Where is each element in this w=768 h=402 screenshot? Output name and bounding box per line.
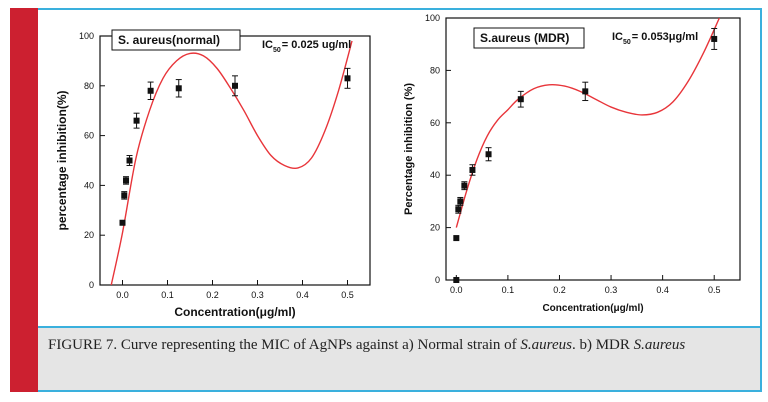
ic50-prefix: IC: [612, 31, 623, 43]
data-point: [469, 164, 476, 176]
x-tick-label: 0.0: [450, 285, 463, 295]
point-marker: [119, 219, 126, 226]
ic50-subscript: 50: [273, 47, 281, 54]
y-tick-label: 40: [84, 180, 94, 190]
ic50-prefix: IC: [262, 39, 273, 51]
y-tick-label: 0: [435, 275, 440, 285]
point-marker: [175, 85, 182, 92]
data-point: [485, 147, 492, 162]
x-tick-label: 0.5: [341, 290, 354, 300]
point-marker: [147, 87, 154, 94]
y-tick-label: 80: [430, 65, 440, 75]
legend-label: S. aureus(normal): [118, 33, 220, 47]
x-tick-label: 0.1: [502, 285, 515, 295]
data-point: [453, 235, 460, 242]
x-tick-label: 0.0: [116, 290, 129, 300]
point-marker: [517, 96, 524, 103]
data-point: [232, 75, 238, 97]
point-marker: [455, 206, 462, 213]
y-axis-label: percentage inhibition(%): [55, 90, 69, 230]
figure-caption: FIGURE 7. Curve representing the MIC of …: [38, 326, 762, 392]
data-point: [711, 27, 718, 50]
data-point: [133, 112, 140, 129]
x-tick-label: 0.1: [161, 290, 174, 300]
point-marker: [133, 117, 140, 124]
y-tick-label: 20: [430, 223, 440, 233]
y-tick-label: 40: [430, 170, 440, 180]
caption-species-b: S.aureus: [633, 337, 686, 353]
point-marker: [453, 277, 460, 283]
x-axis-label: Concentration(μg/ml): [542, 303, 643, 314]
data-point: [453, 277, 460, 283]
data-point: [461, 181, 468, 191]
point-marker: [232, 82, 238, 89]
data-point: [175, 79, 182, 98]
chart-a: 0.0 0.1 0.2 0.3 0.4 0.5 0 20 40 60 80 100 Concentrat…: [55, 29, 371, 319]
ic50-annotation: IC50= 0.025 ug/ml: [262, 39, 351, 54]
legend-box: [111, 29, 241, 51]
point-marker: [469, 166, 476, 173]
fit-curve: [110, 40, 353, 285]
x-tick-label: 0.2: [206, 290, 219, 300]
x-tick-label: 0.5: [708, 285, 721, 295]
point-marker: [453, 235, 460, 242]
point-marker: [344, 75, 351, 82]
caption-text-2: . b) MDR: [571, 337, 634, 353]
y-tick-label: 60: [84, 131, 94, 141]
data-point: [119, 219, 126, 226]
plot-frame: [99, 35, 371, 286]
legend-label: S.aureus (MDR): [480, 31, 569, 45]
data-point: [123, 176, 130, 185]
x-tick-label: 0.4: [296, 290, 309, 300]
point-marker: [711, 35, 718, 42]
data-point: [455, 204, 462, 214]
data-point: [126, 155, 133, 166]
legend-box: [473, 27, 585, 49]
data-point: [517, 90, 524, 108]
chart-b: 0.0 0.1 0.2 0.3 0.4 0.5 0 20 40 60 80 100 Concentrat…: [403, 13, 741, 314]
data-point: [582, 81, 589, 102]
data-point: [147, 81, 154, 100]
y-tick-label: 80: [84, 81, 94, 91]
ic50-subscript: 50: [623, 39, 631, 46]
y-tick-label: 100: [79, 31, 94, 41]
point-marker: [457, 198, 464, 205]
caption-species-a: S.aureus: [520, 337, 572, 353]
x-tick-label: 0.3: [605, 285, 618, 295]
x-tick-label: 0.3: [251, 290, 264, 300]
point-marker: [126, 157, 133, 164]
plot-frame: [445, 17, 741, 281]
legend: S.aureus (MDR): [473, 27, 585, 49]
fit-curve: [455, 18, 721, 228]
legend: S. aureus(normal): [111, 29, 241, 51]
ic50-value: = 0.053μg/ml: [632, 31, 698, 43]
y-tick-label: 0: [89, 280, 94, 290]
y-tick-label: 20: [84, 230, 94, 240]
point-marker: [582, 88, 589, 95]
figure-panel: [38, 8, 762, 326]
ic50-value: = 0.025 ug/ml: [282, 39, 351, 51]
ic50-annotation: IC50= 0.053μg/ml: [612, 31, 698, 46]
accent-bar: [10, 8, 38, 392]
x-tick-label: 0.4: [656, 285, 669, 295]
point-marker: [123, 177, 130, 184]
data-point: [344, 67, 351, 89]
caption-text: FIGURE 7. Curve representing the MIC of …: [48, 337, 521, 353]
data-point: [457, 196, 464, 206]
x-tick-label: 0.2: [553, 285, 566, 295]
point-marker: [485, 151, 492, 158]
y-tick-label: 100: [425, 13, 440, 23]
y-axis-label: Percentage inhibition (%): [403, 83, 415, 215]
data-point: [121, 191, 128, 200]
y-tick-label: 60: [430, 118, 440, 128]
point-marker: [121, 192, 128, 199]
point-marker: [461, 182, 468, 189]
x-axis-label: Concentration(μg/ml): [174, 305, 295, 319]
